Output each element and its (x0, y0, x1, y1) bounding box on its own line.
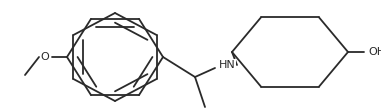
Text: O: O (41, 52, 50, 62)
Text: HN: HN (219, 60, 235, 70)
Text: OH: OH (368, 47, 381, 57)
